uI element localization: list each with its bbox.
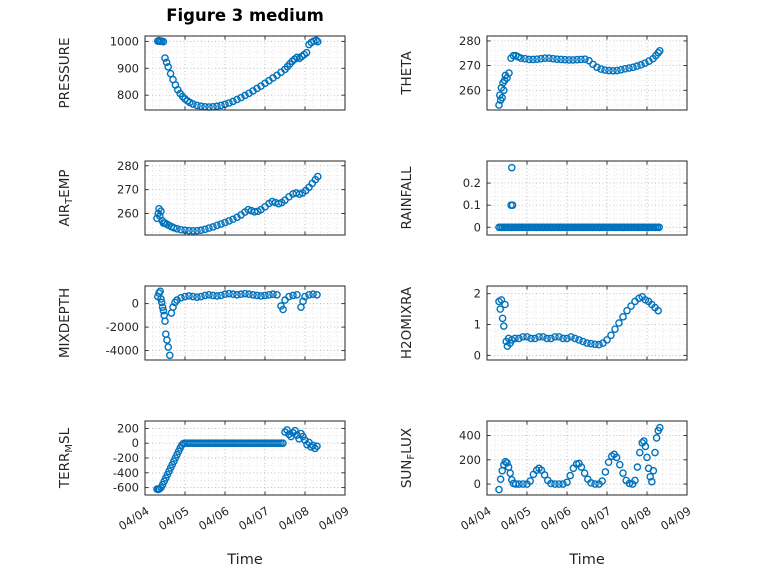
svg-text:260: 260 bbox=[117, 207, 139, 221]
subplot-theta: 260 270 280 THETA bbox=[377, 30, 697, 126]
svg-text:04/04: 04/04 bbox=[116, 504, 152, 533]
svg-text:RAINFALL: RAINFALL bbox=[399, 166, 415, 229]
svg-text:MIXDEPTH: MIXDEPTH bbox=[57, 288, 73, 358]
svg-text:1000: 1000 bbox=[110, 34, 139, 48]
subplot-mixdepth: -4000 -2000 0 MIXDEPTH bbox=[35, 280, 355, 376]
svg-text:04/09: 04/09 bbox=[658, 504, 694, 533]
svg-text:270: 270 bbox=[459, 59, 481, 73]
svg-text:0.1: 0.1 bbox=[463, 198, 481, 212]
svg-text:TERRMSL: TERRMSL bbox=[57, 427, 75, 489]
svg-text:04/05: 04/05 bbox=[498, 504, 534, 533]
chart-canvas-mixdepth: -4000 -2000 0 MIXDEPTH bbox=[57, 285, 346, 361]
svg-text:-600: -600 bbox=[113, 481, 139, 495]
svg-text:-4000: -4000 bbox=[106, 344, 139, 358]
svg-text:200: 200 bbox=[459, 453, 481, 467]
subplot-pressure: 800 900 1000 PRESSURE bbox=[35, 30, 355, 126]
svg-text:200: 200 bbox=[117, 421, 139, 435]
svg-text:-2000: -2000 bbox=[106, 320, 139, 334]
svg-text:THETA: THETA bbox=[399, 51, 415, 96]
subplot-terrmsl: -600 -400 -200 0 200 04/04 04/05 04/06 04/07 04/0… bbox=[35, 415, 355, 557]
svg-text:400: 400 bbox=[459, 429, 481, 443]
svg-text:280: 280 bbox=[459, 34, 481, 48]
figure-title: Figure 3 medium bbox=[166, 6, 324, 25]
chart-canvas-airtemp: 260 270 280 AIRTEMP bbox=[57, 159, 346, 236]
svg-text:04/07: 04/07 bbox=[578, 504, 614, 533]
chart-canvas-theta: 260 270 280 THETA bbox=[399, 34, 688, 111]
svg-text:260: 260 bbox=[459, 83, 481, 97]
svg-text:H2OMIXRA: H2OMIXRA bbox=[399, 286, 415, 359]
svg-text:04/04: 04/04 bbox=[458, 504, 494, 533]
subplot-h2omixra: 0 1 2 H2OMIXRA bbox=[377, 280, 697, 376]
svg-text:0: 0 bbox=[132, 297, 139, 311]
svg-text:2: 2 bbox=[474, 287, 481, 301]
svg-text:1: 1 bbox=[474, 318, 481, 332]
svg-text:04/07: 04/07 bbox=[236, 504, 272, 533]
svg-text:270: 270 bbox=[117, 183, 139, 197]
chart-canvas-pressure: 800 900 1000 PRESSURE bbox=[57, 34, 346, 111]
svg-text:800: 800 bbox=[117, 88, 139, 102]
chart-canvas-rainfall: 0 0.1 0.2 RAINFALL bbox=[399, 160, 688, 236]
svg-text:SUNFLUX: SUNFLUX bbox=[399, 428, 417, 488]
chart-canvas-h2omixra: 0 1 2 H2OMIXRA bbox=[399, 285, 688, 362]
svg-text:0: 0 bbox=[474, 220, 481, 234]
svg-text:AIRTEMP: AIRTEMP bbox=[57, 169, 75, 226]
svg-text:04/09: 04/09 bbox=[316, 504, 352, 533]
svg-text:0.2: 0.2 bbox=[463, 176, 481, 190]
svg-text:-200: -200 bbox=[113, 451, 139, 465]
subplot-sunflux: 0 200 400 04/04 04/05 04/06 04/07 04/08 04/09 SUN… bbox=[377, 415, 697, 557]
svg-text:0: 0 bbox=[474, 348, 481, 362]
svg-text:04/06: 04/06 bbox=[196, 504, 232, 533]
x-axis-label-right: Time bbox=[569, 552, 605, 568]
svg-text:280: 280 bbox=[117, 159, 139, 173]
svg-text:900: 900 bbox=[117, 61, 139, 75]
subplot-rainfall: 0 0.1 0.2 RAINFALL bbox=[377, 155, 697, 251]
svg-text:04/05: 04/05 bbox=[156, 504, 192, 533]
svg-text:PRESSURE: PRESSURE bbox=[57, 38, 73, 109]
svg-text:04/08: 04/08 bbox=[276, 504, 312, 533]
chart-canvas-sunflux: 0 200 400 04/04 04/05 04/06 04/07 04/08 04/09 SUN… bbox=[399, 420, 694, 533]
svg-text:04/06: 04/06 bbox=[538, 504, 574, 533]
svg-text:-400: -400 bbox=[113, 466, 139, 480]
x-axis-label-left: Time bbox=[227, 552, 263, 568]
svg-text:0: 0 bbox=[132, 436, 139, 450]
subplot-airtemp: 260 270 280 AIRTEMP bbox=[35, 155, 355, 251]
svg-text:0: 0 bbox=[474, 477, 481, 491]
svg-text:04/08: 04/08 bbox=[618, 504, 654, 533]
